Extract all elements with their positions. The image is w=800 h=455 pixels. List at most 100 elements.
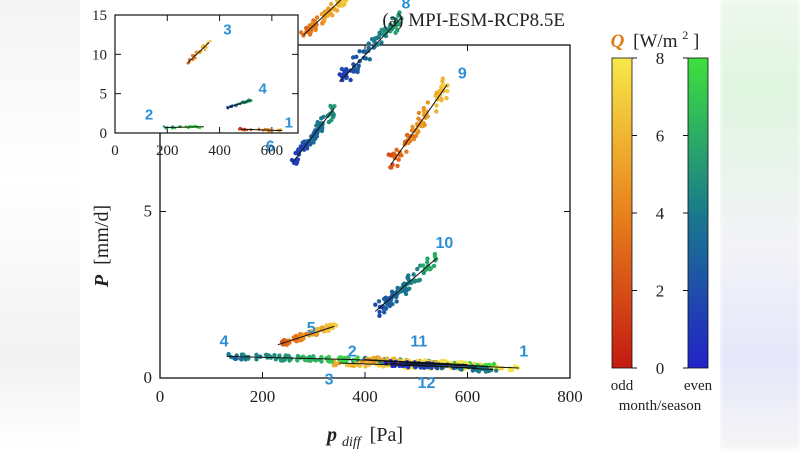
main-point-cluster-11 <box>385 356 390 361</box>
inset-point-cluster-3 <box>203 48 207 52</box>
main-point-cluster-8 <box>393 24 398 29</box>
colorbar-odd-label: odd <box>611 378 634 394</box>
main-point-cluster-11 <box>391 356 397 361</box>
main-point-cluster-11 <box>455 360 461 365</box>
main-fit-line-11 <box>364 359 468 366</box>
main-point-cluster-7 <box>342 0 347 1</box>
main-point-cluster-10 <box>412 279 418 284</box>
inset-point-cluster-3 <box>202 43 205 47</box>
main-point-cluster-5 <box>314 332 320 337</box>
inset-point-cluster-3 <box>205 46 208 49</box>
main-point-cluster-6 <box>319 116 324 121</box>
inset-point-cluster-3 <box>208 39 212 43</box>
main-point-cluster-2 <box>491 361 497 367</box>
main-point-cluster-4 <box>267 354 273 359</box>
main-x-tick-label: 600 <box>455 387 481 406</box>
main-point-cluster-9 <box>441 83 447 88</box>
main-point-cluster-9 <box>411 128 416 133</box>
main-point-cluster-4 <box>241 352 246 357</box>
main-point-cluster-10 <box>373 302 378 307</box>
main-y-tick-label: 5 <box>144 202 153 221</box>
main-point-cluster-8 <box>379 40 384 45</box>
inset-cluster-label-1: 1 <box>285 114 293 131</box>
colorbar-symbol: Q <box>611 31 625 52</box>
main-point-cluster-8 <box>396 13 401 18</box>
main-point-cluster-7 <box>314 15 320 20</box>
main-point-cluster-6 <box>319 128 325 134</box>
inset-cluster-label-3: 3 <box>223 22 231 39</box>
inset-y-tick-label: 15 <box>92 8 107 24</box>
main-point-cluster-9 <box>410 124 415 129</box>
main-point-cluster-4 <box>234 356 239 361</box>
main-cluster-labels: 123456789101112 <box>220 0 529 392</box>
main-point-cluster-10 <box>406 277 411 282</box>
colorbar-tick-label: 4 <box>656 204 665 223</box>
main-point-cluster-9 <box>444 95 449 101</box>
inset-fit-line-4 <box>227 99 252 109</box>
main-point-cluster-7 <box>336 3 341 8</box>
main-point-cluster-12 <box>390 363 395 369</box>
colorbar-tick-label: 2 <box>656 282 665 301</box>
background-left <box>0 0 80 450</box>
main-point-cluster-8 <box>355 69 360 75</box>
main-point-cluster-10 <box>404 287 410 293</box>
main-point-cluster-4 <box>238 356 244 362</box>
main-point-cluster-8 <box>366 48 371 53</box>
main-point-cluster-4 <box>326 354 331 360</box>
main-point-cluster-4 <box>338 355 343 360</box>
inset-x-tick-label: 0 <box>111 143 119 159</box>
main-point-cluster-7 <box>337 0 340 1</box>
main-point-cluster-12 <box>483 369 489 374</box>
main-point-cluster-4 <box>228 354 234 360</box>
colorbar-odd <box>611 57 633 369</box>
main-point-cluster-8 <box>348 77 353 83</box>
inset-y-tick-label: 5 <box>100 87 108 103</box>
main-point-cluster-6 <box>296 147 301 152</box>
main-fit-line-8 <box>339 18 402 82</box>
main-point-cluster-5 <box>333 323 339 328</box>
main-point-cluster-4 <box>344 355 350 360</box>
main-fit-lines <box>226 0 519 371</box>
main-cluster-label-1: 1 <box>519 343 528 360</box>
main-point-cluster-4 <box>319 354 324 360</box>
main-point-cluster-8 <box>340 77 345 83</box>
main-point-cluster-10 <box>411 272 416 277</box>
main-point-cluster-11 <box>441 359 447 364</box>
x-axis-unit: [Pa] <box>370 424 403 446</box>
main-point-cluster-10 <box>377 313 382 318</box>
main-point-cluster-4 <box>295 358 300 363</box>
colorbar-tick-label: 0 <box>656 359 665 378</box>
main-cluster-label-10: 10 <box>436 235 454 252</box>
main-point-cluster-6 <box>307 141 312 146</box>
main-point-cluster-4 <box>319 359 324 364</box>
x-axis-label: p diff [Pa] <box>325 424 403 450</box>
main-point-cluster-10 <box>421 263 426 268</box>
main-point-cluster-4 <box>355 355 360 360</box>
main-point-cluster-7 <box>299 30 304 35</box>
main-point-cluster-9 <box>437 88 442 94</box>
main-point-cluster-8 <box>356 63 361 68</box>
main-point-cluster-9 <box>416 110 422 116</box>
main-point-cluster-7 <box>322 17 327 22</box>
main-point-cluster-8 <box>395 28 400 33</box>
main-point-cluster-4 <box>287 358 292 363</box>
inset-x-tick-label: 400 <box>208 143 231 159</box>
main-point-cluster-4 <box>298 355 304 360</box>
main-point-cluster-10 <box>421 270 426 276</box>
main-point-cluster-10 <box>431 263 437 269</box>
main-point-cluster-12 <box>470 368 475 373</box>
main-point-cluster-10 <box>425 256 430 261</box>
main-point-cluster-9 <box>421 105 426 111</box>
inset-y-tick-label: 10 <box>92 47 107 63</box>
main-point-cluster-9 <box>394 147 399 152</box>
main-point-cluster-6 <box>295 157 301 162</box>
inset-cluster-label-2: 2 <box>145 107 153 124</box>
main-point-cluster-5 <box>315 326 320 332</box>
main-point-cluster-9 <box>425 114 430 119</box>
main-point-cluster-8 <box>399 16 404 21</box>
main-point-cluster-8 <box>377 30 382 35</box>
main-x-tick-label: 400 <box>352 387 378 406</box>
colorbar-unit-close: ] <box>693 31 699 52</box>
inset-cluster-labels: 1 2 3 4 <box>145 22 293 132</box>
